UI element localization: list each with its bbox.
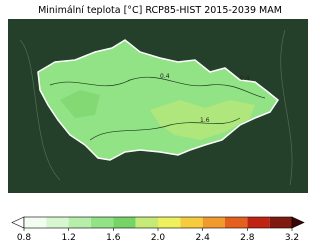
map: 0.4 0.4 1.6 — [8, 19, 308, 193]
colorbar-segment — [113, 217, 136, 228]
colorbar-tick-label: 2.8 — [240, 233, 255, 243]
cooler-region — [60, 90, 100, 118]
colorbar-tick-label: 2.4 — [196, 233, 211, 243]
contour-line — [49, 76, 266, 99]
contour-label: 0.4 — [240, 75, 250, 82]
colorbar-tick-label: 0.8 — [17, 233, 32, 243]
colorbar-extend-high — [291, 216, 305, 229]
colorbar-segment — [158, 217, 181, 228]
warmer-region — [150, 100, 255, 140]
colorbar-segment — [247, 217, 270, 228]
colorbar-tick-label: 2.0 — [151, 233, 166, 243]
colorbar-tick-label: 3.2 — [285, 233, 299, 243]
contour-label: 0.4 — [160, 73, 170, 80]
colorbar-segment — [202, 217, 225, 228]
colorbar: 0.8 1.2 1.6 2.0 2.4 2.8 3.2 — [11, 216, 305, 243]
colorbar-segment — [225, 217, 248, 228]
colorbar-segment — [91, 217, 114, 228]
colorbar-segment — [68, 217, 91, 228]
contour-line — [19, 29, 293, 186]
colorbar-segment — [24, 217, 47, 228]
map-title: Minimální teplota [°C] RCP85-HIST 2015-2… — [38, 5, 282, 16]
contour-label: 1.6 — [200, 117, 210, 124]
colorbar-tick-label: 1.2 — [62, 233, 76, 243]
colorbar-tick-label: 1.6 — [106, 233, 121, 243]
colorbar-segment — [46, 217, 69, 228]
contour-line — [89, 117, 241, 141]
colorbar-segment — [135, 217, 158, 228]
colorbar-extend-low — [11, 216, 25, 229]
colorbar-segment — [180, 217, 203, 228]
colorbar-segment — [269, 217, 292, 228]
